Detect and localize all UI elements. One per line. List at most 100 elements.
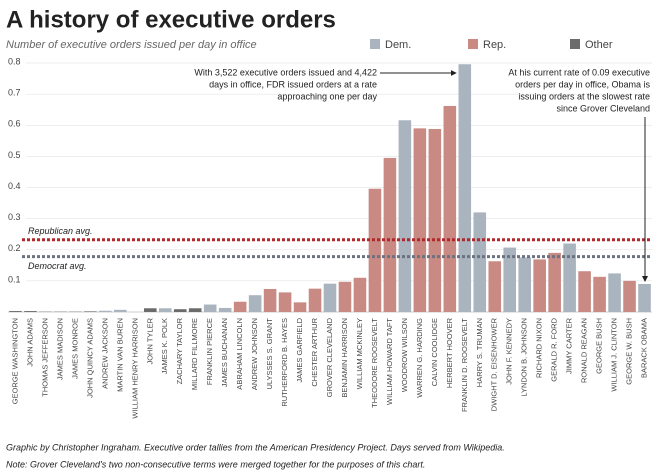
y-tick-label: 0.4 <box>8 181 21 191</box>
bar <box>563 243 576 312</box>
x-tick-label: JAMES MADISON <box>55 318 64 380</box>
bar <box>503 247 517 312</box>
bar <box>338 281 352 312</box>
y-tick-label: 0.6 <box>8 119 21 129</box>
bar <box>458 64 472 313</box>
x-tick-label: JAMES BUCHANAN <box>220 318 229 387</box>
bar <box>413 128 427 312</box>
bar <box>323 283 337 312</box>
annotation: since Grover Cleveland <box>556 103 650 113</box>
x-tick-label: ANDREW JOHNSON <box>250 318 259 390</box>
x-tick-label: MARTIN VAN BUREN <box>115 318 124 392</box>
bar <box>383 157 397 312</box>
x-tick-label: WILLIAM J. CLINTON <box>610 318 619 392</box>
x-tick-label: WARREN G. HARDING <box>415 318 424 398</box>
y-tick-label: 0.2 <box>8 243 21 253</box>
x-tick-label: FRANKLIN PIERCE <box>205 318 214 385</box>
x-tick-label: GEORGE BUSH <box>595 318 604 374</box>
bar <box>398 120 412 313</box>
annotation: days in office, FDR issued orders at a r… <box>209 79 377 89</box>
bar <box>533 259 546 312</box>
x-tick-label: ULYSSES S. GRANT <box>265 318 274 390</box>
x-tick-label: BARACK OBAMA <box>639 318 648 378</box>
x-tick-label: WILLIAM HOWARD TAFT <box>385 318 394 405</box>
bar <box>473 212 487 312</box>
bar <box>443 105 457 312</box>
bar <box>548 252 561 312</box>
x-tick-label: HERBERT HOOVER <box>445 317 454 388</box>
x-tick-label: GEORGE WASHINGTON <box>10 318 19 404</box>
x-tick-label: WILLIAM HENRY HARRISON <box>130 318 139 419</box>
note: Note: Grover Cleveland's two non-consecu… <box>6 459 425 469</box>
x-tick-label: JOHN ADAMS <box>25 318 34 367</box>
y-tick-label: 0.8 <box>8 56 21 66</box>
y-tick-label: 0.3 <box>8 212 21 222</box>
reference-label: Republican avg. <box>28 226 93 236</box>
bar <box>578 271 591 312</box>
bar <box>518 257 531 312</box>
x-tick-label: WILLIAM MCKINLEY <box>355 318 364 389</box>
bar <box>293 302 307 312</box>
x-tick-label: RONALD REAGAN <box>580 318 589 383</box>
bar <box>84 311 97 312</box>
legend-swatch <box>570 39 580 49</box>
legend-swatch <box>468 39 478 49</box>
legend-label: Dem. <box>385 39 411 51</box>
y-tick-label: 0.7 <box>8 88 21 98</box>
bar <box>263 288 277 312</box>
x-tick-label: THEODORE ROOSEVELT <box>370 318 379 408</box>
x-tick-label: WOODROW WILSON <box>400 318 409 392</box>
y-tick-label: 0.1 <box>8 274 21 284</box>
x-tick-label: LYNDON B. JOHNSON <box>520 318 529 397</box>
bar <box>114 309 127 312</box>
bar <box>188 308 202 312</box>
x-tick-label: DWIGHT D. EISENHOWER <box>490 317 499 411</box>
bar <box>353 277 367 312</box>
legend-label: Rep. <box>483 39 506 51</box>
annotation: With 3,522 executive orders issued and 4… <box>194 67 377 77</box>
bar <box>623 280 636 312</box>
annotation: At his current rate of 0.09 executive <box>508 67 650 77</box>
legend-label: Other <box>585 39 613 51</box>
x-tick-label: THOMAS JEFFERSON <box>40 318 49 397</box>
bar <box>99 310 112 312</box>
bar <box>158 308 172 312</box>
bar <box>218 307 232 312</box>
x-tick-label: JAMES GARFIELD <box>295 317 304 382</box>
x-tick-label: ABRAHAM LINCOLN <box>235 318 244 390</box>
x-tick-label: ZACHARY TAYLOR <box>175 317 184 384</box>
bar <box>638 283 651 312</box>
x-tick-label: FRANKLIN D. ROOSEVELT <box>460 318 469 412</box>
bar <box>278 292 292 312</box>
x-tick-label: GERALD R. FORD <box>550 317 559 381</box>
bar <box>593 276 606 312</box>
x-tick-label: JAMES K. POLK <box>160 318 169 374</box>
x-tick-label: CALVIN COOLIDGE <box>430 318 439 386</box>
x-tick-label: JIMMY CARTER <box>565 317 574 374</box>
x-tick-label: ANDREW JACKSON <box>100 318 109 389</box>
x-tick-label: BENJAMIN HARRISON <box>340 318 349 398</box>
x-tick-label: RUTHERFORD B. HAYES <box>280 318 289 407</box>
bar <box>488 261 502 312</box>
x-tick-label: JAMES MONROE <box>70 318 79 379</box>
x-tick-label: GROVER CLEVELAND <box>325 317 334 397</box>
bar <box>308 288 322 312</box>
chart-title: A history of executive orders <box>6 6 336 33</box>
reference-label: Democrat avg. <box>28 261 87 271</box>
bar <box>203 304 217 312</box>
bar <box>608 273 621 312</box>
bar <box>368 188 382 312</box>
bar <box>428 128 442 312</box>
x-tick-label: MILLARD FILLMORE <box>190 318 199 390</box>
x-tick-label: GEORGE W. BUSH <box>625 318 634 385</box>
x-tick-label: JOHN TYLER <box>145 317 154 364</box>
x-tick-label: CHESTER ARTHUR <box>310 317 319 386</box>
bar <box>143 308 157 312</box>
annotation: approaching one per day <box>277 91 377 101</box>
x-tick-label: JOHN F. KENNEDY <box>505 318 514 385</box>
bar <box>9 311 22 312</box>
x-tick-label: JOHN QUINCY ADAMS <box>85 318 94 398</box>
annotation: orders per day in office, Obama is <box>515 79 650 89</box>
note: Graphic by Christopher Ingraham. Executi… <box>6 442 505 452</box>
